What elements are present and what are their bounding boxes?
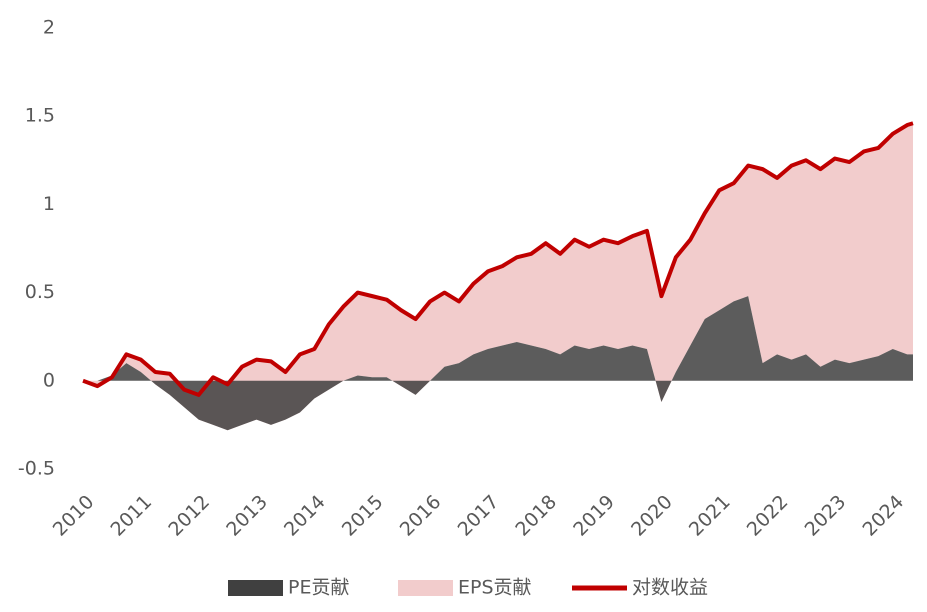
x-tick-label: 2011	[107, 491, 157, 541]
x-tick-label: 2020	[627, 491, 677, 541]
x-tick-label: 2017	[454, 491, 504, 541]
eps-area	[83, 123, 913, 431]
x-tick-label: 2013	[222, 491, 272, 541]
x-tick-label: 2010	[49, 491, 99, 541]
x-tick-label: 2018	[511, 491, 561, 541]
x-tick-label: 2016	[396, 491, 446, 541]
y-tick-label: 2	[43, 17, 55, 39]
legend-label: PE贡献	[288, 577, 349, 599]
legend-swatch	[398, 580, 453, 596]
x-tick-label: 2012	[164, 491, 214, 541]
y-tick-label: 1.5	[25, 105, 55, 127]
x-tick-label: 2014	[280, 491, 330, 541]
y-tick-label: 0.5	[25, 281, 55, 303]
y-tick-label: 1	[43, 193, 55, 215]
legend-label: EPS贡献	[458, 577, 532, 599]
x-tick-label: 2023	[801, 491, 851, 541]
x-tick-label: 2019	[569, 491, 619, 541]
legend-label: 对数收益	[632, 577, 708, 599]
x-tick-label: 2021	[685, 491, 735, 541]
y-tick-label: -0.5	[18, 458, 55, 480]
total-line	[82, 121, 914, 397]
x-tick-label: 2022	[743, 491, 793, 541]
x-tick-label: 2015	[338, 491, 388, 541]
x-tick-label: 2024	[858, 491, 908, 541]
y-tick-label: 0	[43, 369, 55, 391]
legend-swatch	[228, 580, 283, 596]
pe-area	[83, 296, 913, 431]
